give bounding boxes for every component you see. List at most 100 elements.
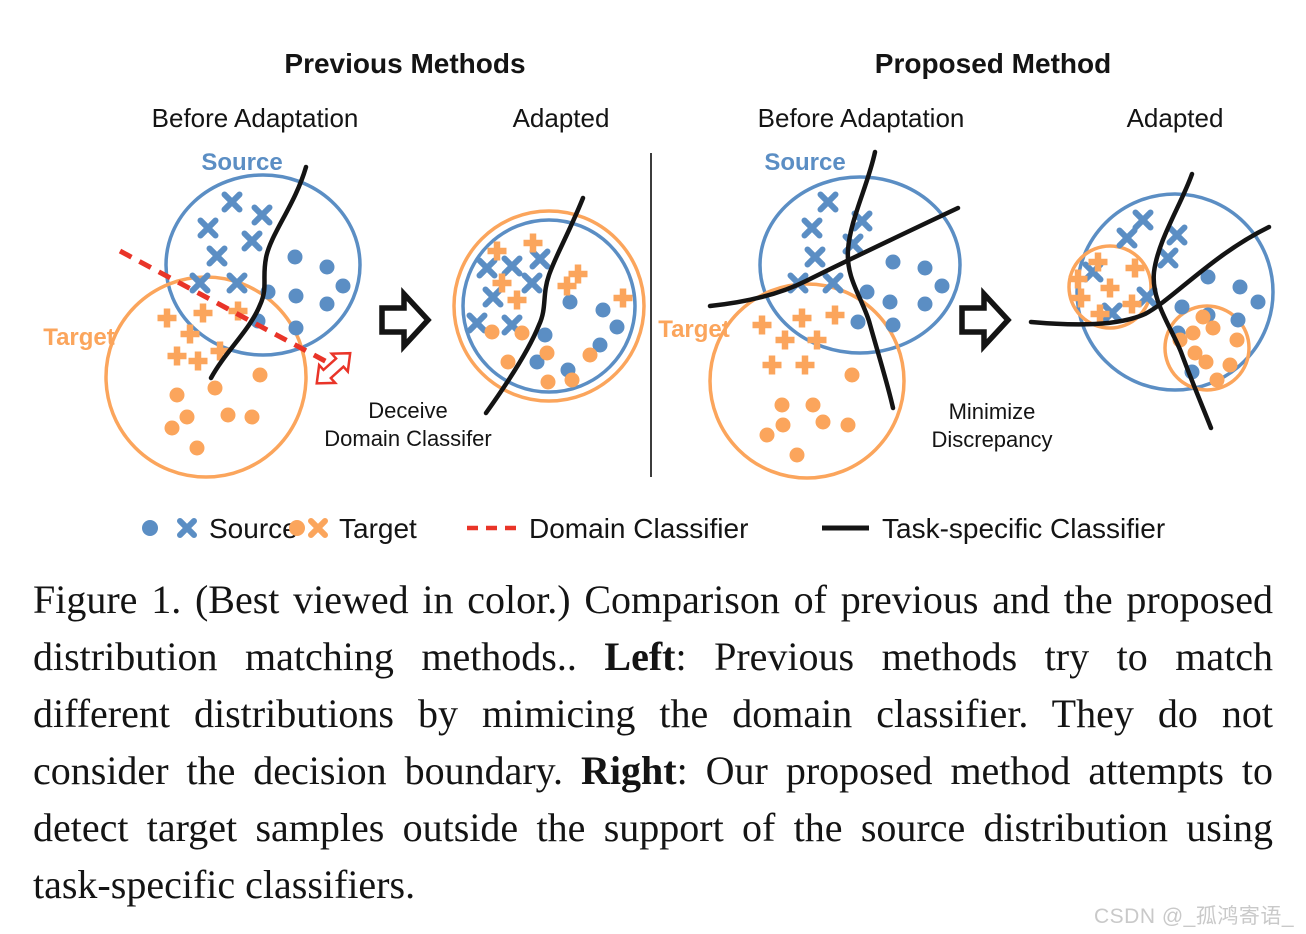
task-classifier-curve-2 — [707, 205, 961, 309]
source-distribution-circle — [1075, 192, 1275, 392]
orange-dot-marker — [539, 345, 555, 361]
legend: Source Target Domain Classifier Task-spe… — [142, 513, 1165, 544]
blue-dot-marker — [1250, 294, 1266, 310]
blue-x-marker — [189, 272, 211, 294]
orange-dot-marker — [500, 354, 516, 370]
orange-dot-marker — [789, 447, 805, 463]
left-adapted-panel — [452, 195, 646, 416]
orange-dot-marker — [244, 409, 260, 425]
blue-dot-marker — [287, 249, 303, 265]
orange-dot-marker — [1229, 332, 1245, 348]
orange-plus-marker — [1068, 269, 1088, 289]
blue-x-marker — [501, 255, 523, 277]
source-distribution-circle — [758, 175, 962, 355]
blue-dot-marker — [917, 296, 933, 312]
orange-plus-marker — [523, 233, 543, 253]
right-panel-title: Proposed Method — [875, 48, 1111, 79]
blue-x-marker — [1101, 302, 1123, 324]
blue-dot-marker — [537, 327, 553, 343]
blue-dot-marker — [850, 314, 866, 330]
orange-plus-marker — [1071, 288, 1091, 308]
blue-x-marker — [476, 257, 498, 279]
orange-dot-marker — [220, 407, 236, 423]
blue-dot-marker — [859, 284, 875, 300]
blue-dot-marker — [885, 254, 901, 270]
blue-dot-marker — [934, 278, 950, 294]
left-adapted-markers — [466, 233, 633, 390]
orange-dot-marker — [759, 427, 775, 443]
legend-target-label: Target — [339, 513, 417, 544]
orange-plus-marker — [188, 351, 208, 371]
orange-dot-marker — [582, 347, 598, 363]
left-before-markers — [157, 191, 351, 456]
domain-classifier-line — [118, 248, 329, 365]
orange-plus-marker — [167, 346, 187, 366]
right-before-markers — [752, 191, 950, 463]
orange-dot-marker — [805, 397, 821, 413]
blue-x-marker — [206, 245, 228, 267]
orange-plus-marker — [228, 301, 248, 321]
source-distribution-circle — [461, 218, 637, 394]
orange-plus-marker — [1100, 278, 1120, 298]
task-classifier-curve — [483, 195, 586, 416]
blue-dot-marker — [609, 319, 625, 335]
blue-dot-marker — [1200, 269, 1216, 285]
orange-plus-marker — [568, 264, 588, 284]
orange-plus-marker — [507, 290, 527, 310]
blue-dot-marker — [1230, 312, 1246, 328]
right-before-subtitle: Before Adaptation — [758, 103, 965, 133]
blue-dot-marker — [917, 260, 933, 276]
orange-plus-marker — [1125, 258, 1145, 278]
orange-dot-marker — [815, 414, 831, 430]
orange-plus-marker — [613, 288, 633, 308]
left-panel-title: Previous Methods — [284, 48, 525, 79]
blue-x-marker — [804, 246, 826, 268]
orange-dot-marker — [540, 374, 556, 390]
orange-plus-marker — [792, 308, 812, 328]
blue-x-marker — [817, 191, 839, 213]
caption-text-3: : Our proposed method attempts to detect… — [33, 748, 1273, 907]
orange-plus-marker — [1088, 252, 1108, 272]
orange-dot-marker — [564, 372, 580, 388]
legend-domain-classifier-label: Domain Classifier — [529, 513, 748, 544]
orange-plus-marker — [193, 303, 213, 323]
left-before-panel: Source Target — [43, 149, 362, 479]
csdn-watermark: CSDN @_孤鸿寄语_ — [1093, 905, 1294, 928]
left-adapted-subtitle: Adapted — [513, 103, 610, 133]
right-annotation-line1: Minimize — [949, 399, 1036, 424]
right-adapted-subtitle: Adapted — [1127, 103, 1224, 133]
target-x-icon — [308, 518, 328, 538]
blue-x-marker — [822, 272, 844, 294]
left-annotation-line1: Deceive — [368, 398, 447, 423]
orange-plus-marker — [157, 308, 177, 328]
orange-dot-marker — [484, 324, 500, 340]
right-adapted-panel — [1028, 171, 1275, 431]
source-dot-icon — [142, 520, 158, 536]
orange-plus-marker — [1122, 294, 1142, 314]
blue-dot-marker — [885, 317, 901, 333]
blue-x-marker — [801, 217, 823, 239]
orange-dot-marker — [1185, 325, 1201, 341]
blue-x-marker — [1136, 286, 1158, 308]
orange-plus-marker — [210, 341, 230, 361]
blue-x-marker — [1132, 209, 1154, 231]
blue-dot-marker — [529, 354, 545, 370]
left-transition-arrow-icon — [379, 286, 432, 354]
orange-dot-marker — [169, 387, 185, 403]
blue-x-marker — [241, 230, 263, 252]
source-label: Source — [201, 149, 282, 176]
task-classifier-curve — [208, 164, 309, 381]
target-dot-icon — [289, 520, 305, 536]
blue-dot-marker — [562, 294, 578, 310]
blue-dot-marker — [288, 320, 304, 336]
task-classifier-curve-2 — [1028, 224, 1272, 327]
orange-dot-marker — [164, 420, 180, 436]
blue-dot-marker — [595, 302, 611, 318]
task-classifier-curve-1 — [1151, 171, 1214, 431]
blue-x-marker — [221, 191, 243, 213]
legend-task-classifier-label: Task-specific Classifier — [882, 513, 1165, 544]
orange-dot-marker — [1187, 345, 1203, 361]
orange-plus-marker — [752, 315, 772, 335]
orange-plus-marker — [795, 355, 815, 375]
blue-x-marker — [1116, 227, 1138, 249]
